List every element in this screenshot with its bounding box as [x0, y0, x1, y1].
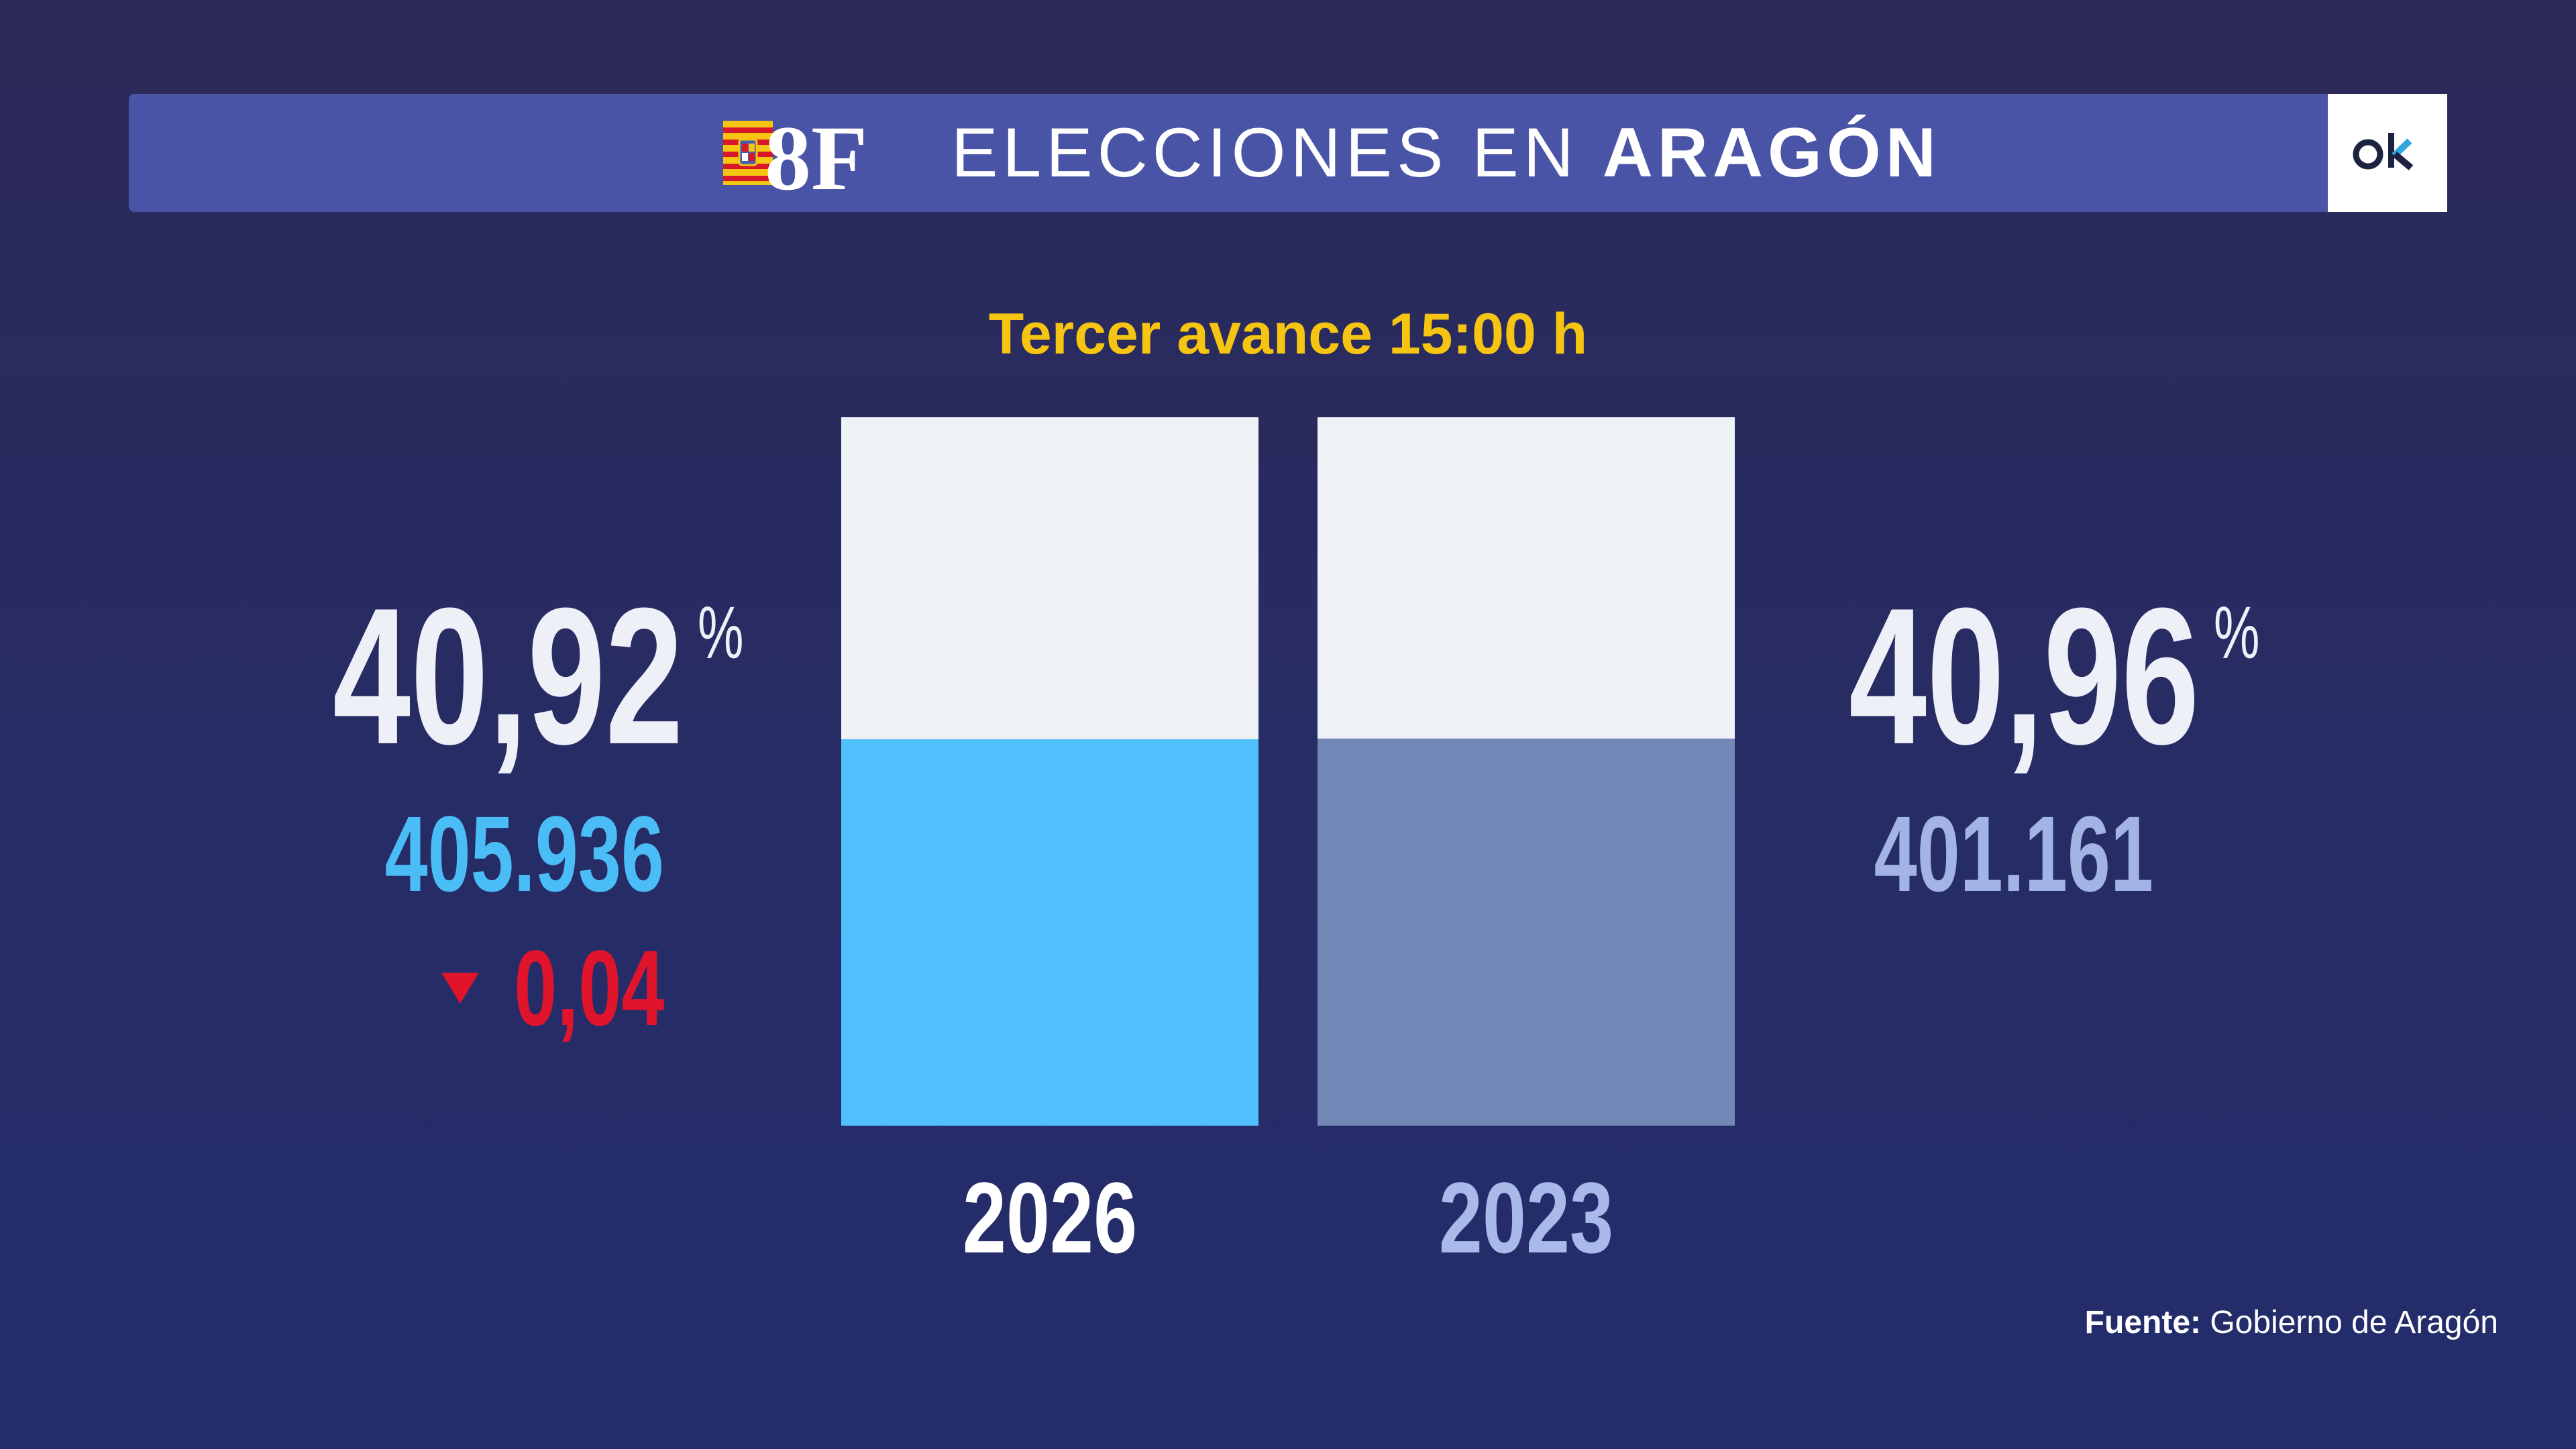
change-indicator: 0,04: [201, 931, 664, 1045]
header-title-highlight: ARAGÓN: [1602, 114, 1941, 192]
8f-logo: 8F: [723, 107, 877, 209]
ok-logo: [2328, 94, 2447, 212]
votes-2023: 401.161: [1874, 794, 2153, 914]
x-tick-2026: 2026: [962, 1161, 1138, 1274]
x-tick-2023: 2023: [1438, 1161, 1614, 1274]
header-bar: [129, 94, 2447, 212]
votes-2026: 405.936: [384, 794, 664, 914]
logo-8f-text: 8F: [765, 110, 867, 196]
bar-2023: [1318, 739, 1735, 1126]
percent-sign-2023: %: [2214, 592, 2260, 674]
bar-2023-frame: [1318, 417, 1735, 1126]
source-note: Fuente: Gobierno de Aragón: [2085, 1303, 2498, 1343]
bar-2026-frame: [841, 417, 1258, 1126]
source-label: Fuente:: [2084, 1305, 2201, 1340]
percentage-2023: 40,96: [1849, 568, 2200, 785]
percent-sign-2026: %: [698, 592, 744, 674]
percentage-2026: 40,92: [332, 568, 684, 785]
change-value: 0,04: [513, 928, 664, 1048]
chart-title: Tercer avance 15:00 h: [988, 302, 1588, 366]
triangle-down-icon: [441, 973, 479, 1004]
header-title: ELECCIONES EN ARAGÓN: [951, 109, 1941, 197]
bar-2026: [841, 739, 1258, 1126]
source-value: Gobierno de Aragón: [2210, 1305, 2498, 1340]
header-title-prefix: ELECCIONES EN: [951, 114, 1578, 192]
